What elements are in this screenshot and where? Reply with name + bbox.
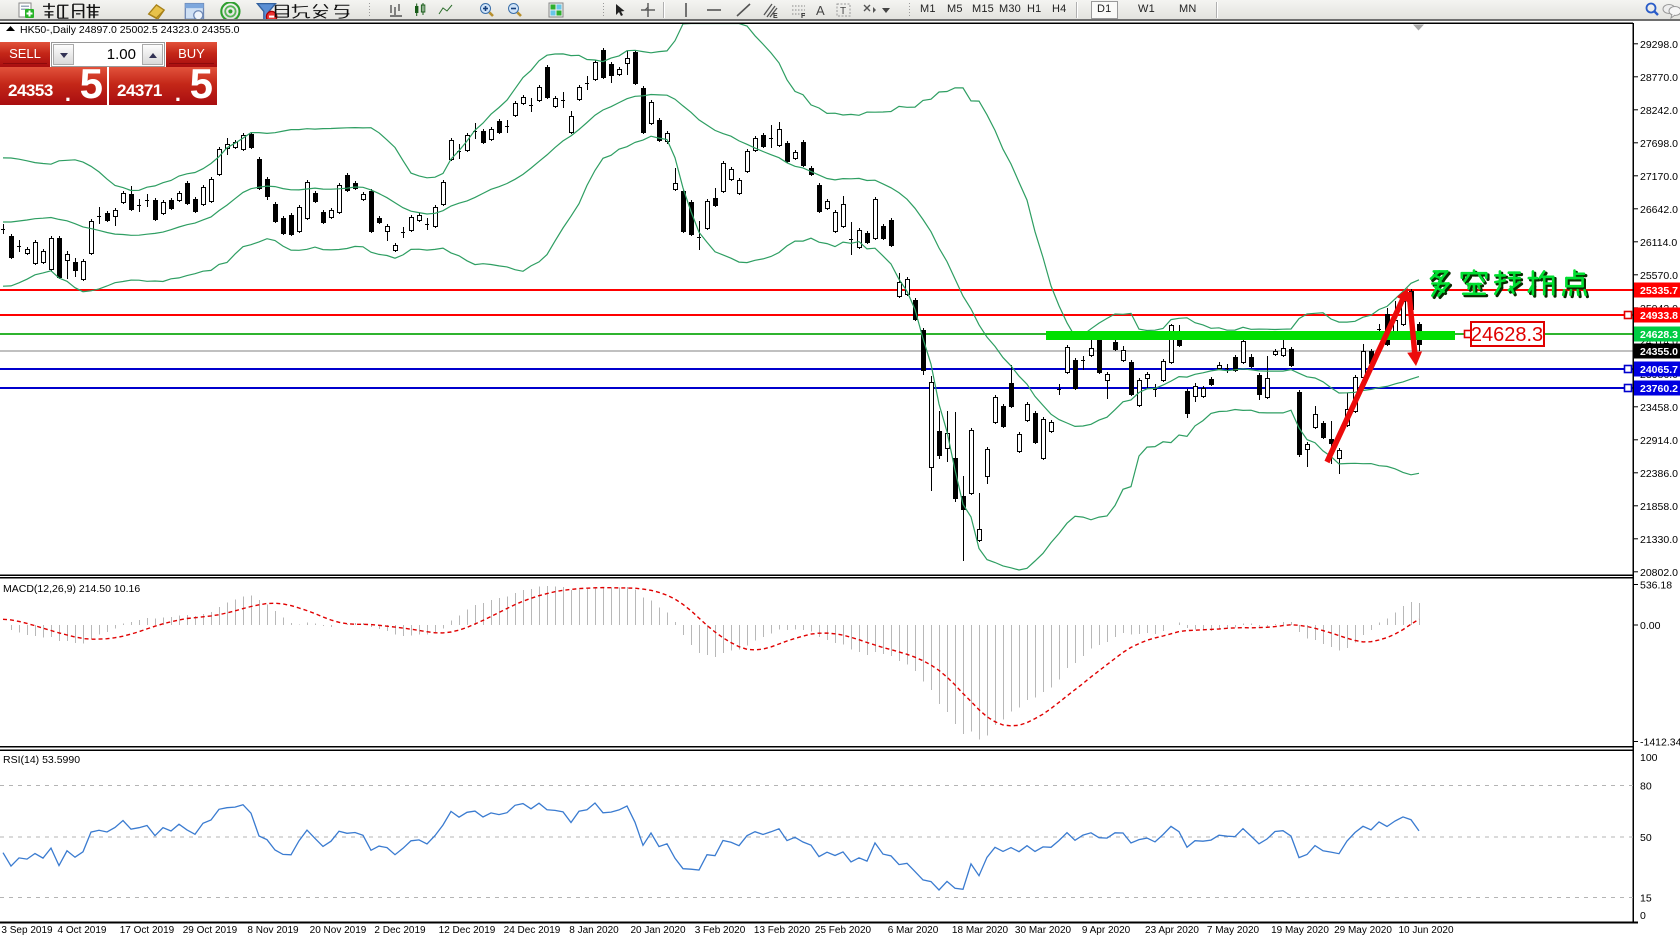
- svg-text:28242.0: 28242.0: [1640, 105, 1678, 117]
- svg-text:21858.0: 21858.0: [1640, 501, 1678, 513]
- svg-text:27170.0: 27170.0: [1640, 171, 1678, 183]
- svg-text:50: 50: [1640, 832, 1652, 844]
- svg-text:22386.0: 22386.0: [1640, 468, 1678, 480]
- svg-text:-1412.34: -1412.34: [1640, 737, 1680, 749]
- svg-text:18 Mar 2020: 18 Mar 2020: [952, 925, 1009, 936]
- svg-text:3 Sep 2019: 3 Sep 2019: [1, 925, 53, 936]
- svg-text:8 Nov 2019: 8 Nov 2019: [247, 925, 299, 936]
- svg-text:0.00: 0.00: [1640, 620, 1661, 632]
- svg-text:13 Feb 2020: 13 Feb 2020: [754, 925, 811, 936]
- svg-text:7 May 2020: 7 May 2020: [1207, 925, 1260, 936]
- svg-text:20802.0: 20802.0: [1640, 567, 1678, 579]
- svg-text:24628.3: 24628.3: [1471, 324, 1543, 346]
- svg-text:22914.0: 22914.0: [1640, 435, 1678, 447]
- svg-text:HK50-,Daily 24897.0 25002.5 2: HK50-,Daily 24897.0 25002.5 24323.0 2435…: [20, 24, 240, 36]
- svg-text:23 Apr 2020: 23 Apr 2020: [1145, 925, 1199, 936]
- svg-text:20 Nov 2019: 20 Nov 2019: [310, 925, 367, 936]
- svg-text:25335.7: 25335.7: [1640, 285, 1678, 297]
- svg-text:0: 0: [1640, 910, 1646, 922]
- svg-text:8 Jan 2020: 8 Jan 2020: [569, 925, 619, 936]
- svg-text:3 Feb 2020: 3 Feb 2020: [695, 925, 746, 936]
- svg-text:4 Oct 2019: 4 Oct 2019: [58, 925, 107, 936]
- svg-text:A: A: [816, 3, 825, 18]
- svg-text:80: 80: [1640, 780, 1652, 792]
- svg-text:17 Oct 2019: 17 Oct 2019: [120, 925, 175, 936]
- svg-text:19 May 2020: 19 May 2020: [1271, 925, 1329, 936]
- svg-text:25570.0: 25570.0: [1640, 270, 1678, 282]
- svg-text:26642.0: 26642.0: [1640, 204, 1678, 216]
- svg-text:29 Oct 2019: 29 Oct 2019: [183, 925, 238, 936]
- svg-text:20 Jan 2020: 20 Jan 2020: [630, 925, 685, 936]
- svg-text:23458.0: 23458.0: [1640, 402, 1678, 414]
- svg-text:E: E: [773, 13, 778, 19]
- svg-text:24628.3: 24628.3: [1640, 329, 1678, 341]
- svg-text:10 Jun 2020: 10 Jun 2020: [1398, 925, 1453, 936]
- svg-text:29298.0: 29298.0: [1640, 39, 1678, 51]
- svg-text:25 Feb 2020: 25 Feb 2020: [815, 925, 872, 936]
- svg-text:23760.2: 23760.2: [1640, 383, 1678, 395]
- svg-text:15: 15: [1640, 892, 1652, 904]
- svg-text:T: T: [840, 6, 846, 17]
- svg-text:F: F: [801, 13, 806, 19]
- svg-text:29 May 2020: 29 May 2020: [1334, 925, 1392, 936]
- svg-text:100: 100: [1640, 752, 1658, 764]
- svg-text:28770.0: 28770.0: [1640, 72, 1678, 84]
- svg-text:24065.7: 24065.7: [1640, 364, 1678, 376]
- svg-text:26114.0: 26114.0: [1640, 237, 1677, 249]
- svg-text:24355.0: 24355.0: [1640, 346, 1678, 358]
- svg-text:2 Dec 2019: 2 Dec 2019: [374, 925, 426, 936]
- svg-text:MACD(12,26,9) 214.50 10.16: MACD(12,26,9) 214.50 10.16: [3, 583, 140, 595]
- svg-text:30 Mar 2020: 30 Mar 2020: [1015, 925, 1072, 936]
- svg-text:24 Dec 2019: 24 Dec 2019: [504, 925, 561, 936]
- svg-text:RSI(14) 53.5990: RSI(14) 53.5990: [3, 754, 80, 766]
- svg-text:24933.8: 24933.8: [1640, 310, 1678, 322]
- svg-text:21330.0: 21330.0: [1640, 534, 1678, 546]
- svg-text:9 Apr 2020: 9 Apr 2020: [1082, 925, 1131, 936]
- svg-text:536.18: 536.18: [1640, 580, 1672, 592]
- svg-text:6 Mar 2020: 6 Mar 2020: [888, 925, 939, 936]
- svg-text:27698.0: 27698.0: [1640, 138, 1678, 150]
- svg-text:12 Dec 2019: 12 Dec 2019: [439, 925, 496, 936]
